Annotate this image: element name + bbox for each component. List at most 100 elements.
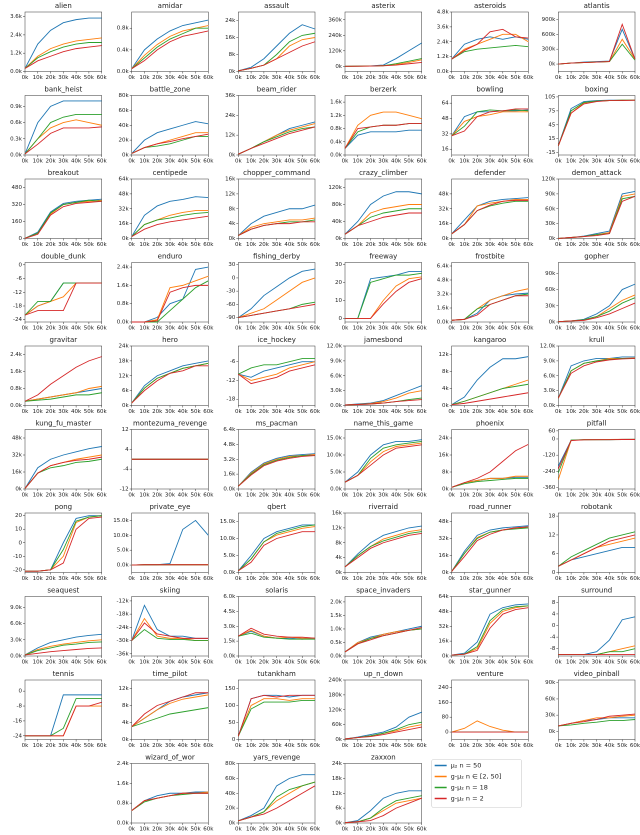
series-line: [238, 454, 316, 487]
series-line: [558, 531, 636, 567]
y-tick-label: 30k: [545, 221, 556, 227]
x-tick-label: 30k: [165, 75, 176, 81]
y-tick-label: 0k: [442, 570, 449, 576]
x-tick-label: 60k: [203, 242, 214, 248]
y-tick-label: -10: [13, 554, 22, 560]
y-tick-label: 15.0k: [113, 518, 129, 524]
y-tick-label: 0: [232, 737, 236, 743]
y-tick-label: 0.4k: [117, 47, 130, 53]
y-tick-label: 0.0k: [223, 487, 236, 493]
plot-frame: [451, 95, 529, 156]
y-tick-label: 1.2k: [437, 54, 450, 60]
series-line: [24, 126, 102, 155]
x-tick-label: 0k: [235, 493, 242, 499]
x-tick-label: 40k: [498, 576, 509, 582]
y-tick-label: 0k: [122, 737, 129, 743]
series-line: [344, 628, 422, 653]
y-tick-label: 48k: [12, 436, 23, 442]
series-line: [238, 774, 315, 822]
x-tick-label: 30k: [378, 159, 389, 165]
x-tick-label: 60k: [417, 242, 428, 248]
series-line: [131, 362, 209, 404]
chart-title: seaquest: [47, 587, 79, 595]
series-line: [131, 284, 209, 323]
x-tick-label: 50k: [190, 827, 201, 833]
x-tick-label: 50k: [617, 743, 628, 749]
y-tick-label: 3.6k: [10, 14, 23, 20]
y-tick-label: 0.0k: [223, 654, 236, 660]
x-tick-label: 60k: [97, 576, 108, 582]
x-tick-label: 50k: [617, 75, 628, 81]
x-tick-label: 0k: [448, 159, 455, 165]
y-tick-label: 0.0k: [117, 821, 130, 827]
x-tick-label: 60k: [203, 326, 214, 332]
y-tick-label: 3.2k: [437, 292, 450, 298]
x-tick-label: 50k: [617, 159, 628, 165]
x-tick-label: 20k: [152, 326, 163, 332]
x-tick-label: 40k: [498, 660, 509, 666]
x-tick-label: 10k: [353, 827, 364, 833]
series-line: [24, 392, 102, 402]
y-tick-label: 0.8k: [117, 301, 130, 307]
x-tick-label: 40k: [391, 159, 402, 165]
y-tick-label: -36k: [116, 651, 129, 657]
series-line: [344, 123, 422, 149]
series-line: [451, 605, 529, 656]
y-tick-label: 4k: [229, 221, 236, 227]
x-tick-label: 30k: [485, 75, 496, 81]
y-tick-label: 16k: [225, 35, 236, 41]
y-tick-label: 60k: [118, 108, 129, 114]
x-tick-label: 40k: [604, 409, 615, 415]
x-tick-label: 20k: [152, 159, 163, 165]
y-tick-label: 105: [545, 94, 556, 100]
series-line: [344, 627, 422, 653]
x-tick-label: 40k: [71, 493, 82, 499]
y-tick-label: 0.0k: [330, 654, 343, 660]
x-tick-label: 40k: [391, 75, 402, 81]
x-tick-label: 30k: [165, 576, 176, 582]
x-tick-label: 0k: [128, 159, 135, 165]
x-tick-label: 50k: [510, 743, 521, 749]
x-tick-label: 50k: [404, 660, 415, 666]
x-tick-label: 20k: [259, 409, 270, 415]
x-tick-label: 50k: [510, 75, 521, 81]
x-tick-label: 20k: [472, 159, 483, 165]
series-line: [238, 217, 316, 236]
x-tick-label: 20k: [365, 743, 376, 749]
x-tick-label: 10k: [566, 159, 577, 165]
x-tick-label: 20k: [259, 660, 270, 666]
y-tick-label: 80: [442, 715, 449, 721]
x-tick-label: 30k: [165, 660, 176, 666]
x-tick-label: 40k: [604, 159, 615, 165]
y-tick-label: 8k: [229, 206, 236, 212]
plot-frame: [131, 345, 209, 406]
plot-frame: [558, 679, 636, 740]
x-tick-label: 40k: [391, 743, 402, 749]
x-tick-label: 60k: [630, 660, 640, 666]
x-tick-label: 40k: [178, 242, 189, 248]
x-tick-label: 60k: [630, 242, 640, 248]
series-line: [451, 527, 529, 572]
y-tick-label: 1.5k: [223, 639, 236, 645]
x-tick-label: 60k: [523, 743, 534, 749]
y-tick-label: -360: [543, 485, 556, 491]
x-tick-label: 0k: [555, 75, 562, 81]
x-tick-label: 60k: [310, 409, 321, 415]
x-tick-label: 30k: [592, 493, 603, 499]
y-tick-label: -24: [13, 733, 22, 739]
x-tick-label: 0k: [342, 159, 349, 165]
x-tick-label: 0k: [22, 326, 29, 332]
chart-title: surround: [581, 587, 612, 595]
series-line: [451, 200, 529, 235]
chart-title: venture: [476, 670, 503, 678]
x-tick-label: 60k: [630, 743, 640, 749]
series-line: [557, 99, 635, 146]
y-tick-label: 5.0k: [223, 553, 236, 559]
series-line: [24, 113, 102, 155]
series-line: [344, 399, 422, 406]
y-tick-label: 10.0k: [113, 533, 129, 539]
chart-title: kangaroo: [474, 336, 507, 344]
series-line: [451, 33, 529, 60]
y-tick-label: 48k: [438, 191, 449, 197]
x-tick-label: 60k: [417, 409, 428, 415]
